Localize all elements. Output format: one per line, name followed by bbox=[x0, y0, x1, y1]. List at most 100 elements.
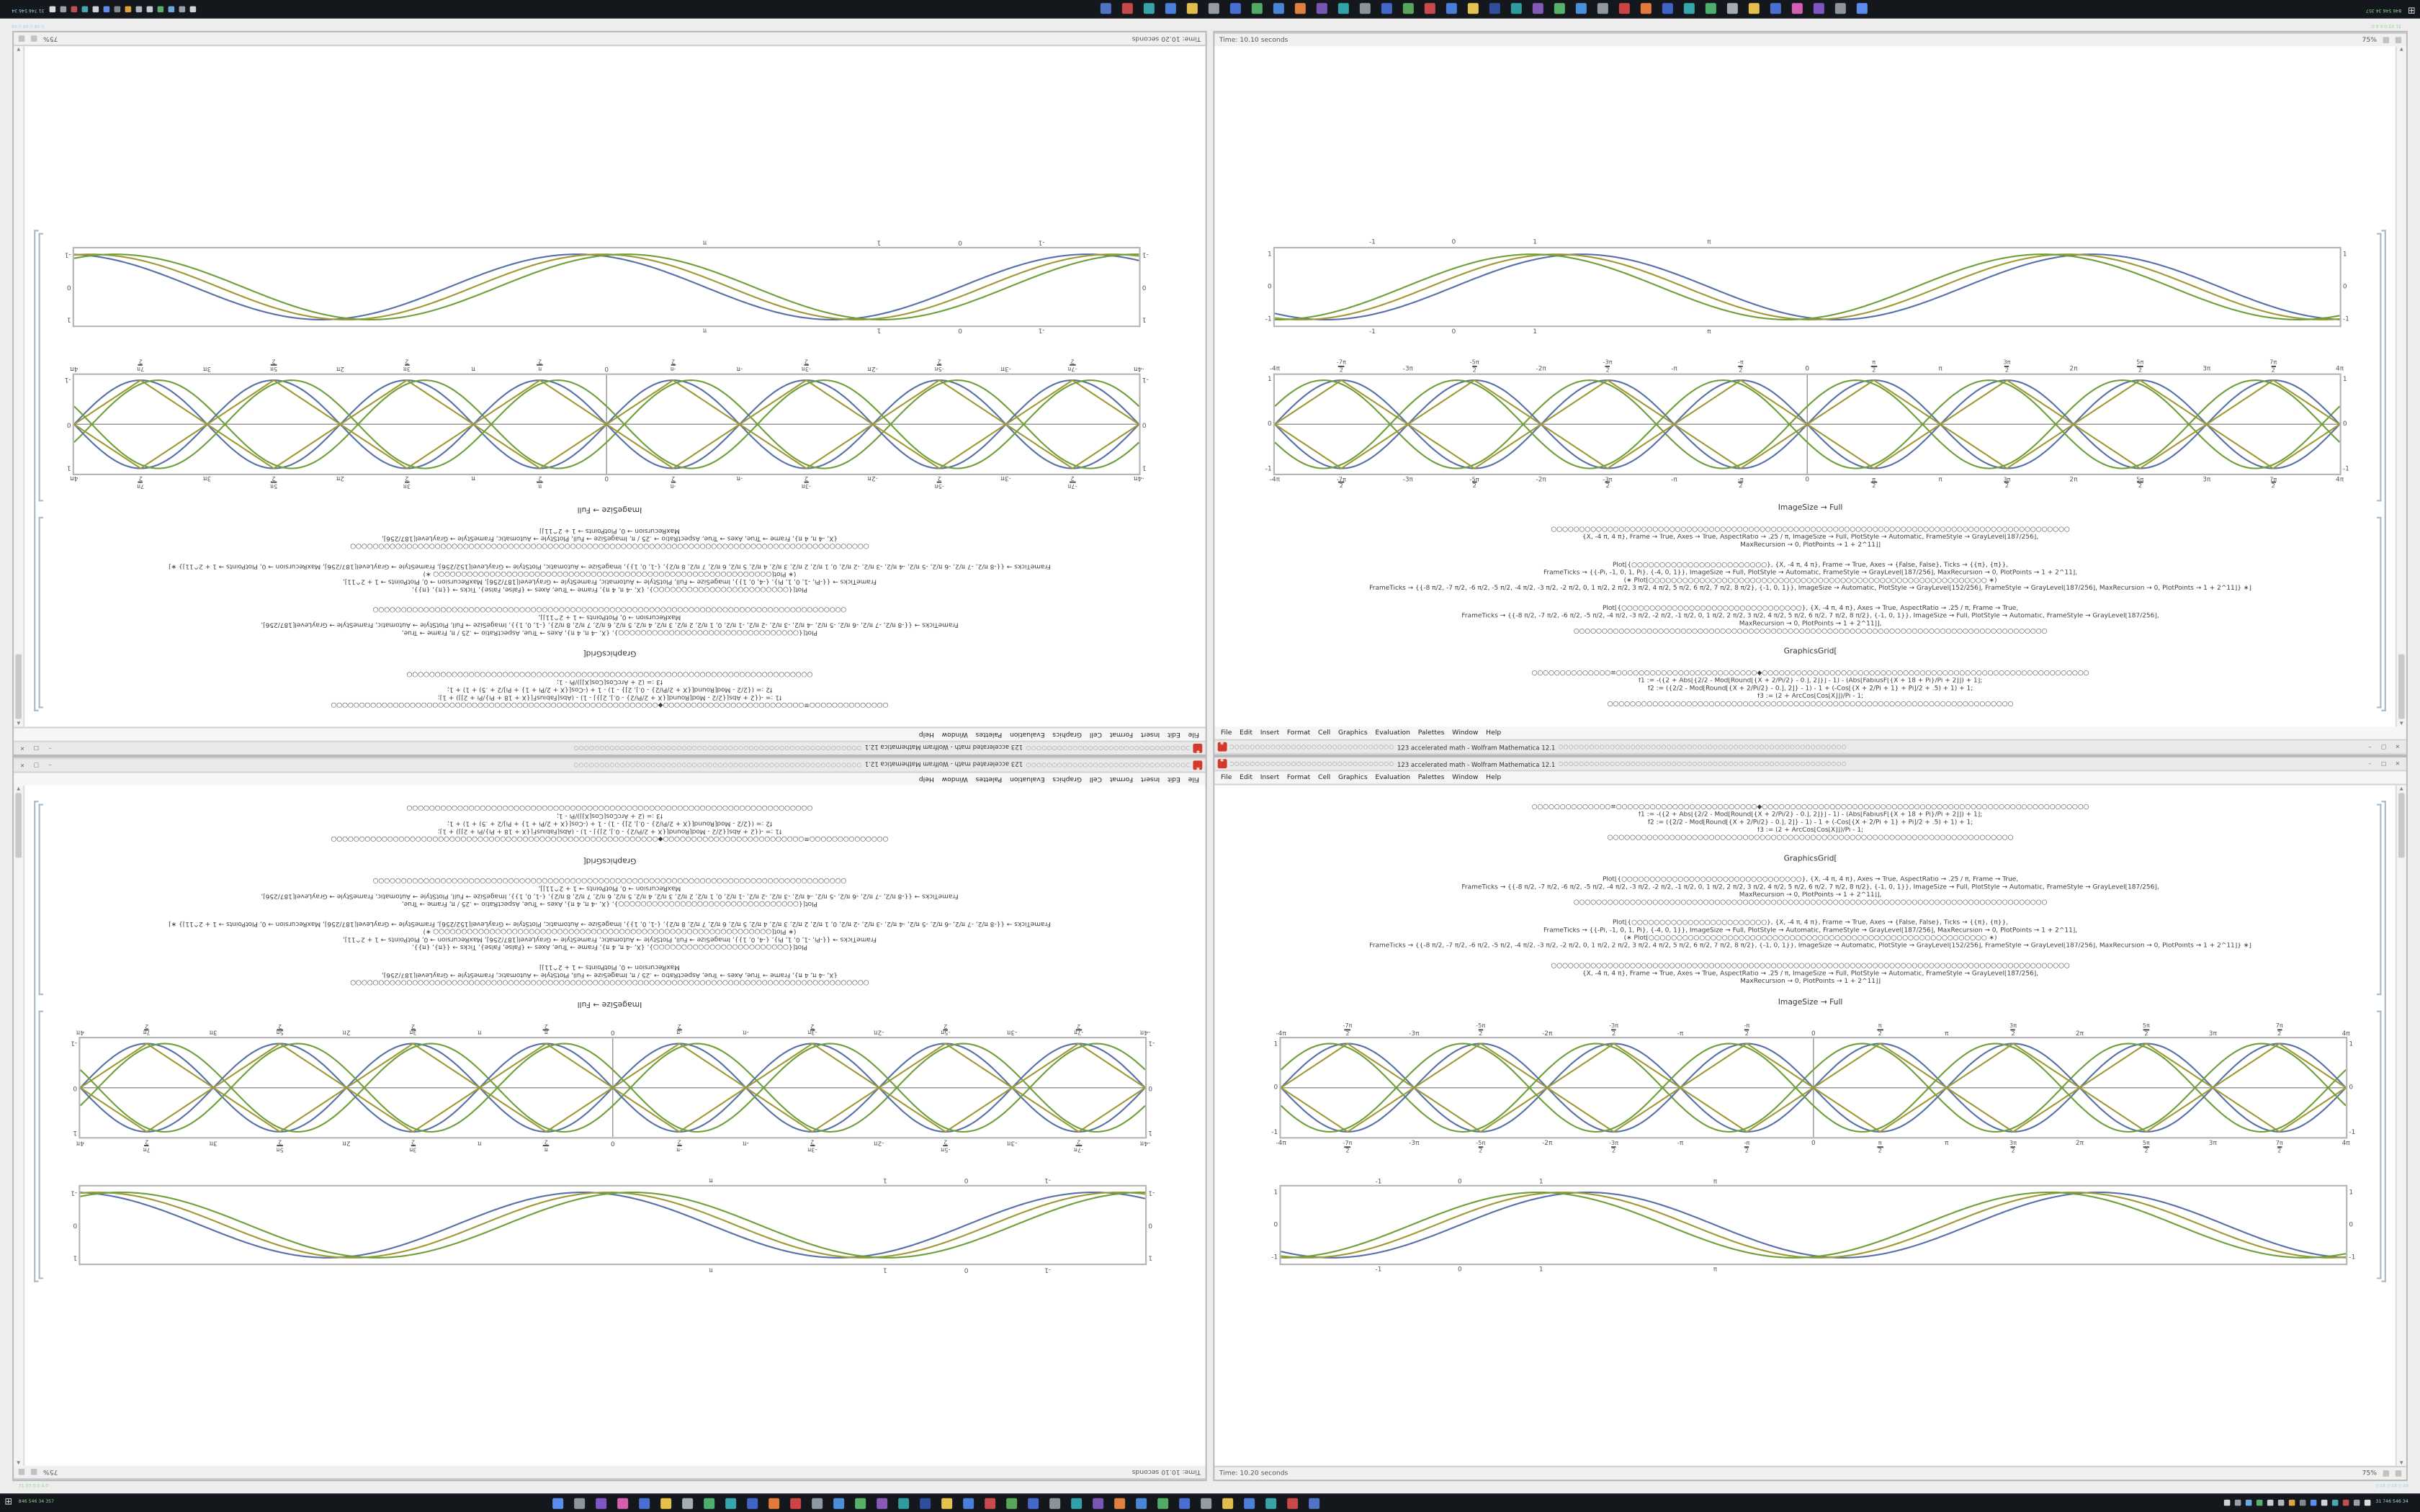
tray-icon[interactable] bbox=[2267, 1499, 2274, 1506]
app-icon[interactable] bbox=[812, 1497, 823, 1508]
app-icon[interactable] bbox=[1575, 4, 1587, 15]
app-icon[interactable] bbox=[1359, 4, 1371, 15]
tray-icon[interactable] bbox=[2256, 1499, 2263, 1506]
menu-evaluation[interactable]: Evaluation bbox=[1009, 775, 1045, 783]
code-cell[interactable]: ○○○○○○○○○○○○○○≡○○○○○○○○○○○○○○○○○○○○○○○○○… bbox=[32, 804, 1187, 842]
app-icon[interactable] bbox=[1251, 4, 1263, 15]
scroll-down-arrow[interactable]: ▼ bbox=[2399, 46, 2403, 53]
app-icon[interactable] bbox=[1532, 4, 1543, 15]
tray-icon[interactable] bbox=[2245, 1499, 2252, 1506]
scroll-up-arrow[interactable]: ▲ bbox=[2399, 720, 2403, 727]
menu-cell[interactable]: Cell bbox=[1318, 773, 1331, 782]
menu-insert[interactable]: Insert bbox=[1260, 729, 1280, 737]
app-icon[interactable] bbox=[1424, 4, 1435, 15]
tray-icon[interactable] bbox=[2321, 1499, 2328, 1506]
menu-graphics[interactable]: Graphics bbox=[1052, 730, 1083, 739]
app-icon[interactable] bbox=[833, 1497, 845, 1508]
tray-icon[interactable] bbox=[179, 6, 186, 13]
app-icon[interactable] bbox=[1791, 4, 1803, 15]
menu-file[interactable]: File bbox=[1221, 773, 1232, 782]
app-icon[interactable] bbox=[747, 1497, 758, 1508]
app-icon[interactable] bbox=[877, 1497, 888, 1508]
app-icon[interactable] bbox=[1467, 4, 1479, 15]
cell-group-bracket[interactable] bbox=[34, 230, 39, 711]
menu-help[interactable]: Help bbox=[1486, 773, 1502, 782]
app-icon[interactable] bbox=[1143, 4, 1155, 15]
scroll-thumb[interactable] bbox=[15, 793, 22, 858]
status-icon[interactable] bbox=[2395, 1470, 2402, 1477]
tray-icon[interactable] bbox=[2223, 1499, 2231, 1506]
menu-palettes[interactable]: Palettes bbox=[975, 775, 1003, 783]
tray-icon[interactable] bbox=[157, 6, 164, 13]
menu-evaluation[interactable]: Evaluation bbox=[1375, 773, 1411, 782]
app-icon[interactable] bbox=[1208, 4, 1219, 15]
app-icon[interactable] bbox=[617, 1497, 629, 1508]
window-titlebar[interactable]: * ○○○○○○○○○○○○○○○○○○○○○○○○○○○○○○○○ 123 a… bbox=[1214, 757, 2406, 772]
cell-bracket[interactable] bbox=[2377, 804, 2382, 996]
menu-evaluation[interactable]: Evaluation bbox=[1009, 730, 1045, 739]
tray-icon[interactable] bbox=[2277, 1499, 2285, 1506]
code-cell[interactable]: Plot[{○○○○○○○○○○○○○○○○○○○○○○○○○○○○○○○○},… bbox=[32, 605, 1187, 635]
tray-icon[interactable] bbox=[2331, 1499, 2339, 1506]
menu-palettes[interactable]: Palettes bbox=[1417, 729, 1445, 737]
menu-help[interactable]: Help bbox=[918, 730, 934, 739]
app-icon[interactable] bbox=[639, 1497, 650, 1508]
app-icon[interactable] bbox=[920, 1497, 931, 1508]
tray-icon[interactable] bbox=[103, 6, 110, 13]
app-icon[interactable] bbox=[725, 1497, 737, 1508]
menu-cell[interactable]: Cell bbox=[1089, 730, 1102, 739]
code-cell[interactable]: ○○○○○○○○○○○○○○≡○○○○○○○○○○○○○○○○○○○○○○○○○… bbox=[1233, 670, 2388, 708]
menu-file[interactable]: File bbox=[1221, 729, 1232, 737]
scroll-up-arrow[interactable]: ▲ bbox=[2399, 785, 2403, 792]
vertical-scrollbar[interactable]: ▲ ▼ bbox=[14, 46, 25, 727]
menu-edit[interactable]: Edit bbox=[1168, 730, 1180, 739]
app-icon[interactable] bbox=[1510, 4, 1522, 15]
menu-help[interactable]: Help bbox=[1486, 729, 1502, 737]
code-cell[interactable]: Plot[{○○○○○○○○○○○○○○○○○○○○○○○○○○○○○○○○},… bbox=[32, 877, 1187, 907]
menu-format[interactable]: Format bbox=[1286, 773, 1311, 782]
app-icon[interactable] bbox=[1705, 4, 1716, 15]
status-icon[interactable] bbox=[2383, 37, 2390, 43]
app-icon[interactable] bbox=[1834, 4, 1846, 15]
window-titlebar[interactable]: * ○○○○○○○○○○○○○○○○○○○○○○○○○○○○○○○○ 123 a… bbox=[1214, 740, 2406, 755]
cell-group-bracket[interactable] bbox=[2381, 230, 2386, 711]
menu-graphics[interactable]: Graphics bbox=[1052, 775, 1083, 783]
code-cell[interactable]: ○○○○○○○○○○○○○○≡○○○○○○○○○○○○○○○○○○○○○○○○○… bbox=[1233, 804, 2388, 842]
menu-graphics[interactable]: Graphics bbox=[1337, 773, 1368, 782]
menu-insert[interactable]: Insert bbox=[1260, 773, 1280, 782]
window-titlebar[interactable]: * ○○○○○○○○○○○○○○○○○○○○○○○○○○○○○○○○ 123 a… bbox=[14, 740, 1206, 755]
menu-edit[interactable]: Edit bbox=[1240, 773, 1252, 782]
scroll-thumb[interactable] bbox=[2398, 793, 2405, 858]
tray-icon[interactable] bbox=[189, 6, 197, 13]
maximize-button[interactable]: □ bbox=[2381, 760, 2387, 767]
code-cell[interactable]: Plot[{○○○○○○○○○○○○○○○○○○○○○○○○}, {X, -4 … bbox=[32, 562, 1187, 592]
app-icon[interactable] bbox=[1554, 4, 1565, 15]
menu-cell[interactable]: Cell bbox=[1318, 729, 1331, 737]
app-icon[interactable] bbox=[1136, 1497, 1147, 1508]
code-cell[interactable]: Plot[{○○○○○○○○○○○○○○○○○○○○○○○○}, {X, -4 … bbox=[1233, 919, 2388, 950]
app-icon[interactable] bbox=[1186, 4, 1198, 15]
app-icon[interactable] bbox=[596, 1497, 607, 1508]
app-icon[interactable] bbox=[1597, 4, 1608, 15]
app-icon[interactable] bbox=[1618, 4, 1630, 15]
menu-edit[interactable]: Edit bbox=[1240, 729, 1252, 737]
code-cell[interactable]: ○○○○○○○○○○○○○○≡○○○○○○○○○○○○○○○○○○○○○○○○○… bbox=[32, 670, 1187, 708]
tray-icon[interactable] bbox=[49, 6, 56, 13]
scroll-thumb[interactable] bbox=[15, 654, 22, 719]
tray-icon[interactable] bbox=[146, 6, 153, 13]
close-button[interactable]: ✕ bbox=[2395, 760, 2401, 767]
vertical-scrollbar[interactable]: ▲ ▼ bbox=[2395, 46, 2406, 727]
tray-icon[interactable] bbox=[60, 6, 67, 13]
cell-bracket[interactable] bbox=[38, 804, 43, 996]
mathematica-app-icon[interactable]: * bbox=[1217, 759, 1227, 768]
tray-icon[interactable] bbox=[135, 6, 143, 13]
mathematica-app-icon[interactable]: * bbox=[1217, 742, 1227, 752]
cell-bracket[interactable] bbox=[38, 516, 43, 708]
start-button[interactable]: ⊞ bbox=[4, 1496, 13, 1508]
tray-icon[interactable] bbox=[2234, 1499, 2241, 1506]
app-icon[interactable] bbox=[1381, 4, 1392, 15]
menu-edit[interactable]: Edit bbox=[1168, 775, 1180, 783]
maximize-button[interactable]: □ bbox=[33, 745, 39, 752]
window-titlebar[interactable]: * ○○○○○○○○○○○○○○○○○○○○○○○○○○○○○○○○ 123 a… bbox=[14, 757, 1206, 772]
close-button[interactable]: ✕ bbox=[2395, 743, 2401, 750]
